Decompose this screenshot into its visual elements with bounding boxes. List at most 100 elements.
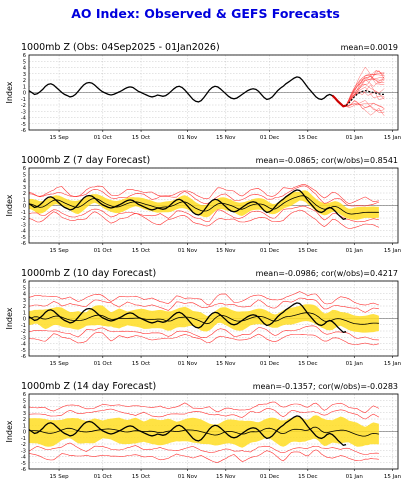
forecast-member-line xyxy=(28,184,379,204)
y-tick-label: 0 xyxy=(23,317,26,323)
panel-stat: mean=-0.0865; cor(w/obs)=0.8541 xyxy=(256,156,398,165)
x-tick-label: 15 Dec xyxy=(298,248,317,254)
y-tick-label: -1 xyxy=(21,323,26,329)
x-tick-label: 15 Jan xyxy=(384,474,402,480)
y-tick-label: 2 xyxy=(23,417,26,423)
plot-frame xyxy=(28,54,399,131)
panel-4: 1000mb Z (14 day Forecast) mean=-0.1357; … xyxy=(5,381,402,480)
y-tick-label: -6 xyxy=(21,354,26,360)
y-tick-label: -5 xyxy=(21,235,26,241)
y-tick-label: 5 xyxy=(23,285,26,291)
x-tick-label: 15 Dec xyxy=(298,135,317,141)
forecast-member-line xyxy=(345,76,385,106)
x-tick-label: 01 Nov xyxy=(178,135,198,141)
panel-1: 1000mb Z (Obs: 04Sep2025 - 01Jan2026) mea… xyxy=(5,42,402,141)
forecast-member-line xyxy=(28,297,379,313)
y-tick-label: -6 xyxy=(21,467,26,473)
x-tick-label: 01 Dec xyxy=(260,248,279,254)
forecast-member-line xyxy=(345,100,385,111)
y-tick-label: -1 xyxy=(21,97,26,103)
y-tick-label: 6 xyxy=(23,53,26,59)
y-tick-label: 0 xyxy=(23,430,26,436)
y-tick-label: -2 xyxy=(21,329,26,335)
observed-line xyxy=(28,189,347,221)
forecast-member-line xyxy=(28,401,380,414)
x-tick-label: 15 Oct xyxy=(132,361,151,367)
x-tick-label: 01 Jan xyxy=(346,361,364,367)
y-tick-label: -2 xyxy=(21,442,26,448)
plot-frame xyxy=(28,280,399,357)
x-tick-label: 15 Nov xyxy=(216,474,236,480)
y-axis-label: Index xyxy=(5,307,14,329)
observed-line xyxy=(28,76,347,108)
y-tick-label: 6 xyxy=(23,392,26,398)
panel-3: 1000mb Z (10 day Forecast) mean=-0.0986; … xyxy=(5,268,402,367)
y-tick-label: -4 xyxy=(21,229,27,235)
x-tick-label: 15 Jan xyxy=(384,135,402,141)
x-tick-label: 01 Oct xyxy=(94,361,113,367)
forecast-mean-line xyxy=(345,89,385,107)
y-tick-label: 3 xyxy=(23,72,26,78)
y-tick-label: 3 xyxy=(23,298,26,304)
plot-frame xyxy=(28,167,399,244)
y-tick-label: -1 xyxy=(21,436,26,442)
y-tick-label: 1 xyxy=(23,197,26,203)
x-tick-label: 15 Sep xyxy=(50,135,70,141)
x-tick-label: 15 Jan xyxy=(384,248,402,254)
y-tick-label: -3 xyxy=(21,222,26,228)
y-tick-label: -4 xyxy=(21,342,27,348)
y-tick-label: -4 xyxy=(21,455,27,461)
x-tick-label: 15 Nov xyxy=(216,361,236,367)
y-tick-label: -5 xyxy=(21,348,26,354)
y-tick-label: -4 xyxy=(21,116,27,122)
y-tick-label: 4 xyxy=(23,292,27,298)
page-title: AO Index: Observed & GEFS Forecasts xyxy=(71,6,340,21)
y-tick-label: 6 xyxy=(23,166,26,172)
y-tick-label: 3 xyxy=(23,185,26,191)
x-tick-label: 01 Jan xyxy=(346,248,364,254)
y-axis-label: Index xyxy=(5,194,14,216)
panel-title: 1000mb Z (7 day Forecast) xyxy=(21,155,150,166)
forecast-member-line xyxy=(346,102,385,109)
x-tick-label: 01 Dec xyxy=(260,361,279,367)
y-tick-label: 1 xyxy=(23,423,26,429)
x-tick-label: 01 Oct xyxy=(94,248,113,254)
y-tick-label: 4 xyxy=(23,179,27,185)
forecast-member-line xyxy=(28,185,380,207)
y-tick-label: -5 xyxy=(21,461,26,467)
y-tick-label: 2 xyxy=(23,304,26,310)
x-tick-label: 15 Sep xyxy=(50,248,70,254)
forecast-spread-band xyxy=(29,415,379,448)
y-tick-label: -5 xyxy=(21,122,26,128)
panel-title: 1000mb Z (Obs: 04Sep2025 - 01Jan2026) xyxy=(21,42,220,53)
x-tick-label: 01 Nov xyxy=(178,474,198,480)
observed-line xyxy=(28,302,347,334)
y-tick-label: 6 xyxy=(23,279,26,285)
y-tick-label: 4 xyxy=(23,66,27,72)
y-tick-label: 0 xyxy=(23,91,26,97)
x-tick-label: 01 Jan xyxy=(346,135,364,141)
forecast-member-line xyxy=(28,332,379,346)
panel-title: 1000mb Z (10 day Forecast) xyxy=(21,268,156,279)
x-tick-label: 01 Nov xyxy=(178,361,198,367)
y-tick-label: 5 xyxy=(23,398,26,404)
panel-stat: mean=-0.0986; cor(w/obs)=0.4217 xyxy=(256,269,398,278)
x-tick-label: 15 Dec xyxy=(298,361,317,367)
forecast-member-line xyxy=(346,103,385,109)
x-tick-label: 15 Nov xyxy=(216,248,236,254)
forecast-spread-band xyxy=(29,304,379,333)
panel-title: 1000mb Z (14 day Forecast) xyxy=(21,381,156,392)
x-tick-label: 15 Jan xyxy=(384,361,402,367)
y-axis-label: Index xyxy=(5,81,14,103)
y-tick-label: -6 xyxy=(21,241,26,247)
forecast-member-line xyxy=(28,449,379,463)
observed-line xyxy=(28,415,347,447)
x-tick-label: 01 Dec xyxy=(260,135,279,141)
x-tick-label: 15 Sep xyxy=(50,474,70,480)
forecast-spread-band xyxy=(29,190,379,220)
y-tick-label: -3 xyxy=(21,335,26,341)
y-tick-label: 2 xyxy=(23,78,26,84)
forecast-member-line xyxy=(346,101,385,116)
y-tick-label: -3 xyxy=(21,448,26,454)
